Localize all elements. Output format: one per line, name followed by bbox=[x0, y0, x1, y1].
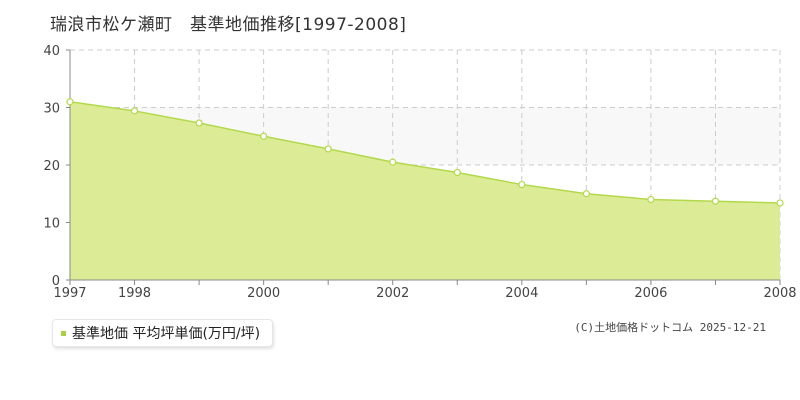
data-point-1997 bbox=[66, 98, 74, 106]
y-tick-label-0: 0 bbox=[52, 274, 60, 289]
x-tick-label-1997: 1997 bbox=[53, 286, 86, 301]
legend-label: 基準地価 平均坪単価(万円/坪) bbox=[72, 326, 261, 342]
y-tick-label-20: 20 bbox=[43, 159, 60, 174]
area-fill bbox=[70, 101, 780, 280]
y-tick-label-40: 40 bbox=[43, 44, 60, 59]
x-tick-label-2008: 2008 bbox=[763, 286, 796, 301]
x-tick-label-2002: 2002 bbox=[376, 286, 409, 301]
data-points bbox=[66, 98, 784, 207]
y-tick-label-10: 10 bbox=[43, 217, 60, 232]
data-point-2007 bbox=[711, 197, 720, 205]
band-30-40 bbox=[70, 50, 780, 108]
data-point-2005 bbox=[582, 190, 590, 198]
y-tick-label-30: 30 bbox=[43, 102, 60, 117]
data-point-2001 bbox=[324, 145, 332, 153]
credit-text: (C)土地価格ドットコム 2025-12-21 bbox=[574, 321, 766, 334]
area-layer bbox=[69, 101, 781, 280]
data-point-2006 bbox=[647, 195, 655, 204]
chart-title: 瑞浪市松ケ瀬町 基準地価推移[1997-2008] bbox=[50, 15, 407, 35]
data-point-1998 bbox=[130, 107, 139, 115]
data-point-1999 bbox=[195, 119, 203, 127]
data-point-2003 bbox=[453, 168, 461, 177]
x-tick-label-1998: 1998 bbox=[118, 286, 151, 301]
tick-labels: 0 10 20 30 40 1997 1998 2000 2002 2004 2006 2008 bbox=[43, 44, 796, 301]
data-point-2000 bbox=[260, 132, 268, 140]
axes bbox=[66, 49, 781, 285]
x-tick-label-2004: 2004 bbox=[505, 286, 538, 301]
data-point-2002 bbox=[389, 158, 397, 166]
data-point-2004 bbox=[518, 180, 526, 189]
series-line bbox=[69, 101, 781, 204]
legend: 基準地価 平均坪単価(万円/坪) bbox=[52, 319, 274, 347]
legend-swatch bbox=[61, 330, 66, 336]
x-tick-label-2006: 2006 bbox=[634, 286, 667, 301]
x-tick-label-2000: 2000 bbox=[247, 286, 280, 301]
data-point-2008 bbox=[776, 199, 784, 207]
